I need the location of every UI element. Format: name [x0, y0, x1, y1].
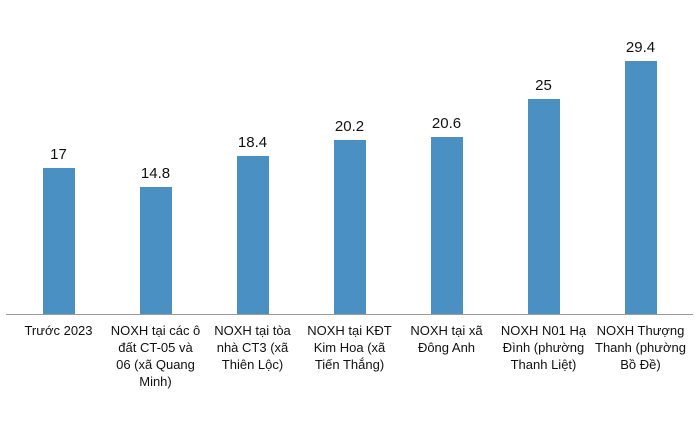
bar-column: 25: [495, 77, 592, 314]
bar: [42, 168, 75, 314]
bar-value-label: 20.2: [334, 118, 365, 135]
bar: [139, 187, 172, 314]
bar-value-label: 25: [535, 77, 552, 94]
category-label: NOXH Thượng Thanh (phường Bồ Đề): [595, 323, 686, 372]
bar-value-label: 29.4: [625, 39, 656, 56]
bar-column: 14.8: [107, 165, 204, 314]
bar-column: 18.4: [204, 134, 301, 314]
bar: [527, 99, 560, 314]
category-label: NOXH N01 Hạ Đình (phường Thanh Liệt): [500, 323, 587, 372]
bar-column: 17: [10, 146, 107, 314]
bar-column: 20.6: [398, 115, 495, 314]
category-label: Trước 2023: [24, 323, 93, 338]
category-label: NOXH tại tòa nhà CT3 (xã Thiên Lộc): [214, 323, 291, 372]
bar: [624, 61, 657, 314]
category-label: NOXH tại các ô đất CT-05 và 06 (xã Quang…: [110, 323, 201, 389]
bar-column: 20.2: [301, 118, 398, 314]
category-label: NOXH tại xã Đông Anh: [410, 323, 483, 355]
bar: [333, 140, 366, 314]
bar-value-label: 17: [50, 146, 67, 163]
category-label: NOXH tại KĐT Kim Hoa (xã Tiến Thắng): [307, 323, 392, 372]
bar-column: 29.4: [592, 39, 689, 314]
x-axis-labels: Trước 2023 NOXH tại các ô đất CT-05 và 06…: [6, 315, 693, 391]
bar-value-label: 14.8: [140, 165, 171, 182]
bar: [430, 137, 463, 314]
bar: [236, 156, 269, 314]
bar-value-label: 20.6: [431, 115, 462, 132]
chart-plot-area: 17 14.8 18.4 20.2 20.6 25 29.4: [6, 0, 693, 315]
bar-value-label: 18.4: [237, 134, 268, 151]
